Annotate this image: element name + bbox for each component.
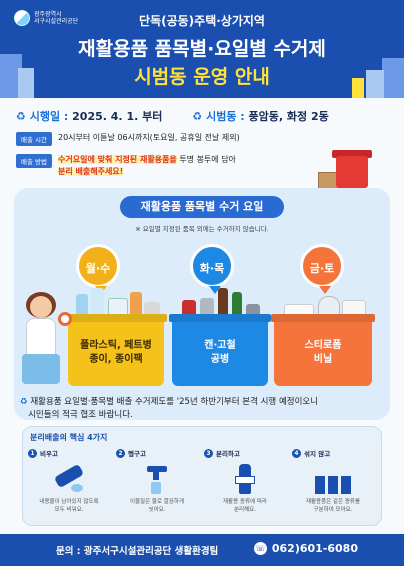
- recycle-icon: ♻: [16, 110, 26, 123]
- phone-icon: ☏: [253, 542, 267, 555]
- method-tag: 배출 방법: [16, 154, 52, 168]
- method-highlight: 수거요일에 맞춰 지정된 재활용품을: [58, 155, 177, 164]
- method-text: 투명 봉투에 담아: [179, 155, 236, 164]
- building-illustration: [0, 54, 22, 98]
- faucet-icon: [137, 464, 177, 494]
- phone-number: ☏ 062)601-6080: [253, 542, 358, 555]
- disposal-time-row: 배출 시간 20시부터 이튿날 06시까지(토요일, 공휴일 전날 제외): [16, 132, 388, 146]
- building-illustration: [366, 70, 384, 98]
- tip-separate: 3 분리하고 재활용 종류에 따라 분리해요.: [204, 448, 286, 514]
- tips-title: 분리배출의 핵심 4가지: [30, 433, 108, 442]
- building-illustration: [382, 58, 404, 98]
- org-name-line1: 광주광역시: [34, 11, 62, 18]
- sorted-bins-icon: [313, 464, 353, 494]
- recycle-icon: ♻: [192, 110, 203, 123]
- panel-title: 재활용품 품목별 수거 요일: [120, 196, 284, 218]
- tip-rinse: 2 헹구고 이물질은 물로 깔끔하게 씻어요.: [116, 448, 198, 514]
- day-pin-tue-thu: 화·목: [190, 244, 234, 294]
- footer-bar: 문의 : 광주서구시설관리공단 생활환경팀 ☏ 062)601-6080: [0, 534, 404, 566]
- recycle-icon: ♻: [20, 397, 28, 407]
- method-text2: 분리 배출해주세요!: [58, 167, 124, 176]
- header-banner: 광주광역시 서구시설관리공단 단독(공동)주택·상가지역 재활용품 품목별·요일…: [0, 0, 404, 98]
- bin-styrofoam-vinyl: 스티로폼 비닐: [274, 320, 372, 386]
- org-logo: 광주광역시 서구시설관리공단: [14, 10, 78, 26]
- magnifier-icon: [58, 312, 72, 326]
- tip-empty: 1 비우고 내용물이 남아있지 않도록 모두 비워요.: [28, 448, 110, 514]
- page-title-secondary: 시범동 운영 안내: [134, 66, 270, 88]
- day-pin-fri-sat: 금·토: [300, 244, 344, 294]
- panel-note: ※ 요일별 지정된 품목 외에는 수거하지 않습니다.: [135, 225, 269, 233]
- pilot-area: ♻ 시범동 : 풍암동, 화정 2동: [192, 110, 329, 123]
- bin-can-bottle: 캔·고철 공병: [172, 320, 268, 386]
- contact-text: 문의 : 광주서구시설관리공단 생활환경팀: [56, 546, 219, 557]
- logo-icon: [14, 10, 30, 26]
- page-title: 재활용품 품목별·요일별 수거제: [78, 38, 326, 60]
- day-pin-mon-wed: 월·수: [76, 244, 120, 294]
- info-section: ♻ 시행일 : 2025. 4. 1. 부터 ♻ 시범동 : 풍암동, 화정 2…: [16, 108, 388, 178]
- bin-plastic-paper: 플라스틱, 페트병 종이, 종이팩: [68, 320, 164, 386]
- time-tag: 배출 시간: [16, 132, 52, 146]
- org-name-line2: 서구시설관리공단: [34, 18, 79, 25]
- tip-no-mix: 4 섞지 않고 재활용품은 같은 종류를 구분하여 모아요.: [292, 448, 374, 514]
- recycle-bin-illustration: [330, 146, 376, 190]
- time-text: 20시부터 이튿날 06시까지(토요일, 공휴일 전날 제외): [58, 133, 240, 142]
- disposal-method-row: 배출 방법 수거요일에 맞춰 지정된 재활용품을 투명 봉투에 담아 분리 배출…: [16, 154, 388, 178]
- building-illustration: [18, 68, 34, 98]
- building-illustration: [352, 78, 364, 98]
- person-with-magnifier-illustration: [18, 290, 72, 386]
- start-date: ♻ 시행일 : 2025. 4. 1. 부터: [16, 110, 163, 123]
- bottle-label-icon: [225, 464, 265, 494]
- notice-text: ♻ 재활용품 요일별·품목별 배출 수거제도를 '25년 하반기부터 본격 시행…: [20, 397, 319, 420]
- bottle-pour-icon: [49, 463, 89, 494]
- subtitle: 단독(공동)주택·상가지역: [139, 14, 265, 28]
